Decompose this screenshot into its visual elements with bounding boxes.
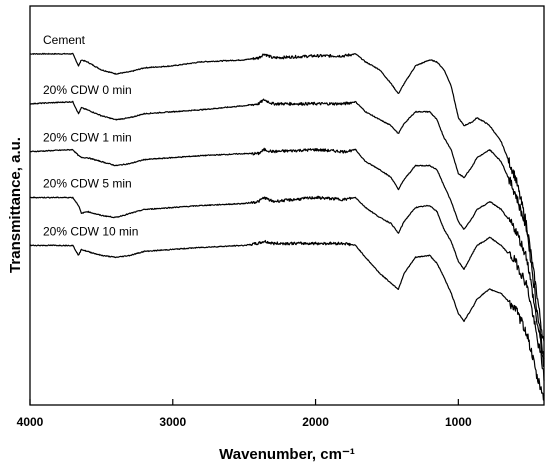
x-tick-label: 2000	[302, 415, 329, 429]
series-label: 20% CDW 10 min	[43, 224, 138, 238]
y-axis-title: Transmittance, a.u.	[7, 137, 24, 273]
series-label: 20% CDW 0 min	[43, 83, 132, 97]
x-tick-label: 3000	[159, 415, 186, 429]
series-line	[29, 195, 545, 381]
series-labels: Cement 20% CDW 0 min 20% CDW 1 min 20% CDW …	[43, 33, 138, 239]
series-lines	[29, 52, 545, 401]
series-line	[29, 239, 545, 401]
series-label: 20% CDW 1 min	[43, 131, 132, 145]
series-line	[29, 52, 545, 342]
series-label: 20% CDW 5 min	[43, 177, 132, 191]
x-tick-label: 4000	[17, 415, 44, 429]
plot-frame	[29, 5, 545, 406]
series-line	[29, 147, 545, 367]
series-label: Cement	[43, 33, 86, 47]
series-line	[29, 98, 545, 360]
x-tick-label: 1000	[445, 415, 472, 429]
x-axis-ticks: 4000 3000 2000 1000	[17, 399, 472, 429]
x-axis-title: Wavenumber, cm⁻¹	[219, 446, 355, 463]
